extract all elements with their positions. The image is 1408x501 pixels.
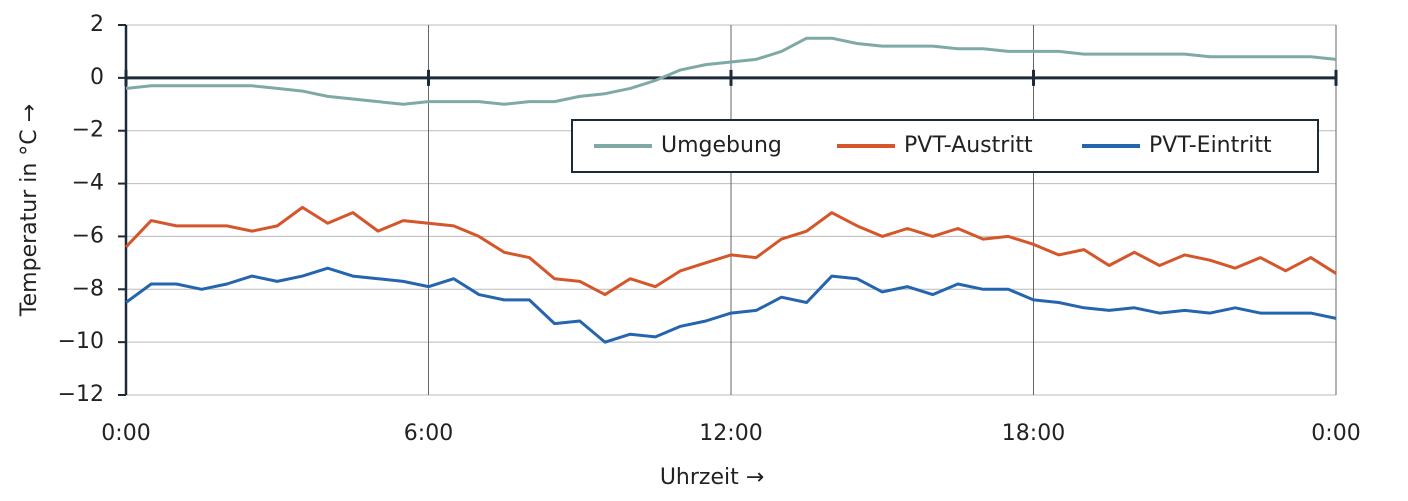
legend-label: Umgebung — [661, 133, 782, 158]
x-tick-label: 18:00 — [1002, 421, 1065, 446]
legend-label: PVT-Eintritt — [1149, 133, 1272, 158]
x-tick-label: 0:00 — [1311, 421, 1360, 446]
y-tick-label: 2 — [90, 12, 104, 37]
x-tick-label: 0:00 — [101, 421, 150, 446]
x-tick-label: 6:00 — [404, 421, 453, 446]
series-line — [125, 36, 1337, 106]
y-tick-label: −12 — [58, 382, 104, 407]
y-axis-label: Temperatur in °C → — [17, 104, 42, 317]
series-line — [125, 266, 1337, 344]
y-tick-label: 0 — [90, 65, 104, 90]
y-tick-label: −10 — [58, 329, 104, 354]
legend: Umgebung PVT-Austritt PVT-Eintritt — [571, 119, 1319, 173]
y-tick-label: −8 — [72, 276, 104, 301]
legend-label: PVT-Austritt — [904, 133, 1033, 158]
series-line — [124, 205, 1337, 297]
x-axis-label: Uhrzeit → — [660, 465, 764, 490]
y-tick-label: −2 — [72, 118, 104, 143]
legend-box — [571, 119, 1319, 173]
x-tick-label: 12:00 — [699, 421, 762, 446]
y-tick-label: −6 — [72, 223, 104, 248]
y-tick-label: −4 — [72, 171, 104, 196]
